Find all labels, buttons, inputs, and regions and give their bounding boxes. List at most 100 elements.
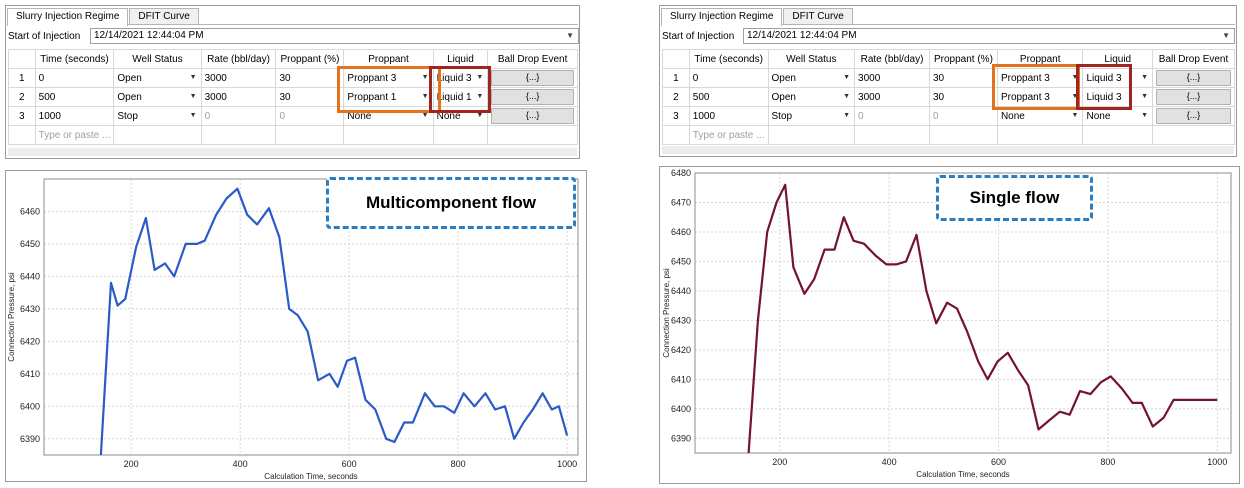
start-of-injection-field[interactable]: 12/14/2021 12:44:04 PM ▼	[90, 28, 579, 44]
empty-cell[interactable]	[200, 125, 277, 145]
chevron-down-icon[interactable]: ▼	[1071, 112, 1079, 119]
rate-cell[interactable]: 0	[854, 106, 930, 126]
liquid-dropdown[interactable]: Liquid 3 ▼	[1082, 68, 1154, 88]
liquid-value: Liquid 3	[1086, 91, 1122, 103]
well-status-dropdown[interactable]: Open ▼	[113, 87, 202, 107]
chevron-down-icon[interactable]: ▼	[1141, 93, 1149, 100]
empty-cell[interactable]	[432, 125, 489, 145]
rate-cell[interactable]: 0	[200, 106, 277, 126]
injection-table: Time (seconds) Well Status Rate (bbl/day…	[662, 49, 1235, 145]
empty-cell[interactable]	[928, 125, 998, 145]
well-status-dropdown[interactable]: Stop ▼	[767, 106, 856, 126]
chevron-down-icon[interactable]: ▼	[189, 74, 197, 81]
time-cell[interactable]: 500	[688, 87, 769, 107]
liquid-dropdown[interactable]: Liquid 1 ▼	[432, 87, 489, 107]
empty-cell[interactable]	[487, 125, 578, 145]
chevron-down-icon[interactable]: ▼	[843, 74, 851, 81]
rate-cell[interactable]: 3000	[854, 87, 930, 107]
chevron-down-icon[interactable]: ▼	[1071, 93, 1079, 100]
chevron-down-icon[interactable]: ▼	[1141, 74, 1149, 81]
tab-slurry-injection-regime[interactable]: Slurry Injection Regime	[7, 8, 129, 26]
ball-drop-button[interactable]: {...}	[491, 89, 574, 105]
liquid-dropdown[interactable]: Liquid 3 ▼	[432, 68, 489, 88]
chevron-down-icon[interactable]: ▼	[476, 93, 484, 100]
proppant-pct-cell[interactable]: 30	[928, 87, 998, 107]
y-tick-label: 6400	[20, 401, 40, 411]
chevron-down-icon[interactable]: ▼	[421, 93, 429, 100]
empty-cell[interactable]	[767, 125, 856, 145]
chevron-down-icon[interactable]: ▼	[566, 31, 574, 40]
empty-cell[interactable]	[113, 125, 202, 145]
empty-cell[interactable]	[343, 125, 434, 145]
chevron-down-icon[interactable]: ▼	[189, 112, 197, 119]
ball-drop-button[interactable]: {...}	[1156, 108, 1231, 124]
tab-slurry-injection-regime[interactable]: Slurry Injection Regime	[661, 8, 783, 26]
proppant-pct-cell[interactable]: 30	[275, 68, 345, 88]
pressure-series-line	[747, 183, 1218, 453]
row-number: 3	[8, 106, 36, 126]
ball-drop-button[interactable]: {...}	[1156, 89, 1231, 105]
table-header-row: Time (seconds) Well Status Rate (bbl/day…	[8, 49, 578, 69]
chevron-down-icon[interactable]: ▼	[1141, 112, 1149, 119]
ball-drop-header: Ball Drop Event	[1152, 49, 1235, 69]
chevron-down-icon[interactable]: ▼	[1222, 31, 1230, 40]
chevron-down-icon[interactable]: ▼	[1071, 74, 1079, 81]
rate-cell[interactable]: 3000	[854, 68, 930, 88]
proppant-pct-header: Proppant (%)	[928, 49, 998, 69]
new-row-input[interactable]: Type or paste ...	[688, 125, 769, 145]
proppant-dropdown[interactable]: Proppant 3 ▼	[996, 68, 1084, 88]
proppant-dropdown[interactable]: Proppant 3 ▼	[996, 87, 1084, 107]
proppant-value: Proppant 1	[347, 91, 397, 103]
proppant-pct-cell[interactable]: 0	[928, 106, 998, 126]
time-cell[interactable]: 1000	[688, 106, 769, 126]
row-number: 1	[662, 68, 690, 88]
proppant-pct-cell[interactable]: 30	[275, 87, 345, 107]
time-cell[interactable]: 500	[34, 87, 115, 107]
time-cell[interactable]: 0	[34, 68, 115, 88]
y-tick-label: 6390	[671, 433, 691, 443]
rate-cell[interactable]: 3000	[200, 68, 277, 88]
proppant-dropdown[interactable]: Proppant 3 ▼	[343, 68, 434, 88]
empty-cell[interactable]	[854, 125, 930, 145]
chevron-down-icon[interactable]: ▼	[421, 112, 429, 119]
well-status-dropdown[interactable]: Open ▼	[113, 68, 202, 88]
horizontal-scrollbar[interactable]	[662, 146, 1234, 154]
chevron-down-icon[interactable]: ▼	[421, 74, 429, 81]
horizontal-scrollbar[interactable]	[8, 148, 577, 156]
empty-cell[interactable]	[1082, 125, 1154, 145]
tab-dfit-curve[interactable]: DFIT Curve	[783, 8, 853, 25]
new-row-input[interactable]: Type or paste ...	[34, 125, 115, 145]
chart-title: Multicomponent flow	[366, 193, 536, 212]
x-tick-label: 1000	[1207, 457, 1227, 467]
rate-cell[interactable]: 3000	[200, 87, 277, 107]
ball-drop-button[interactable]: {...}	[491, 70, 574, 86]
liquid-dropdown[interactable]: None ▼	[432, 106, 489, 126]
chevron-down-icon[interactable]: ▼	[843, 93, 851, 100]
well-status-dropdown[interactable]: Open ▼	[767, 68, 856, 88]
chart-title-callout: Multicomponent flow	[326, 177, 576, 229]
empty-cell[interactable]	[275, 125, 345, 145]
empty-cell[interactable]	[996, 125, 1084, 145]
liquid-dropdown[interactable]: Liquid 3 ▼	[1082, 87, 1154, 107]
proppant-dropdown[interactable]: None ▼	[343, 106, 434, 126]
proppant-pct-cell[interactable]: 0	[275, 106, 345, 126]
ball-drop-button[interactable]: {...}	[1156, 70, 1231, 86]
time-cell[interactable]: 0	[688, 68, 769, 88]
start-of-injection-field[interactable]: 12/14/2021 12:44:04 PM ▼	[743, 28, 1235, 44]
x-tick-label: 800	[451, 459, 466, 469]
ball-drop-cell: {...}	[487, 68, 578, 88]
proppant-dropdown[interactable]: Proppant 1 ▼	[343, 87, 434, 107]
chevron-down-icon[interactable]: ▼	[476, 74, 484, 81]
empty-cell[interactable]	[1152, 125, 1235, 145]
tab-dfit-curve[interactable]: DFIT Curve	[129, 8, 199, 25]
chevron-down-icon[interactable]: ▼	[189, 93, 197, 100]
proppant-pct-cell[interactable]: 30	[928, 68, 998, 88]
time-cell[interactable]: 1000	[34, 106, 115, 126]
well-status-dropdown[interactable]: Stop ▼	[113, 106, 202, 126]
ball-drop-button[interactable]: {...}	[491, 108, 574, 124]
well-status-dropdown[interactable]: Open ▼	[767, 87, 856, 107]
proppant-dropdown[interactable]: None ▼	[996, 106, 1084, 126]
chevron-down-icon[interactable]: ▼	[476, 112, 484, 119]
chevron-down-icon[interactable]: ▼	[843, 112, 851, 119]
liquid-dropdown[interactable]: None ▼	[1082, 106, 1154, 126]
